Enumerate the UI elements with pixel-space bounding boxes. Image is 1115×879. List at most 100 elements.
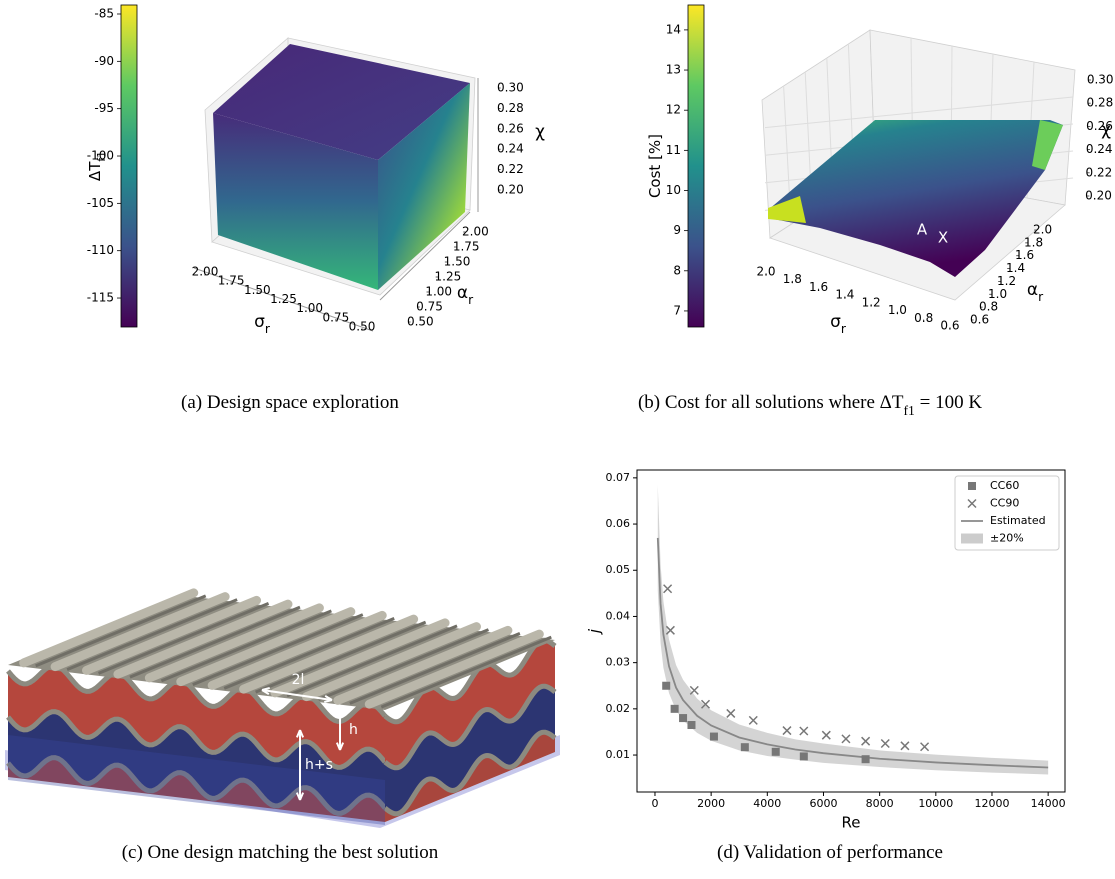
colorbar-tick-label: -115 <box>87 291 114 305</box>
x-axis-label-sub: r <box>265 322 271 336</box>
axis-tick-label: 1.8 <box>1024 235 1043 249</box>
axis-tick-label: 1.50 <box>244 283 271 297</box>
legend-label: CC60 <box>990 479 1019 492</box>
axis-tick-label: 1.6 <box>809 280 828 294</box>
legend-marker <box>968 482 976 490</box>
point <box>862 755 870 763</box>
point <box>800 727 808 735</box>
page: 2lhh+s -85-90-95-100-105-110-115ΔTf12.00… <box>0 0 1115 879</box>
point <box>662 682 670 690</box>
axis-tick-label: 1.75 <box>453 240 480 254</box>
axis-tick-label: 0.26 <box>497 121 524 135</box>
x-axis-label: σr <box>830 312 847 336</box>
caption-main: (d) Validation of performance <box>717 842 943 863</box>
axis-tick-label: 2.0 <box>1033 223 1052 237</box>
axis-tick-label: 2.0 <box>756 264 775 278</box>
axis-tick-label: 1.0 <box>988 287 1007 301</box>
axis-tick-label: 0.50 <box>349 320 376 334</box>
point <box>741 743 749 751</box>
caption: (d) Validation of performance <box>717 842 943 863</box>
colorbar <box>688 5 704 327</box>
axis-tick-label: 0.30 <box>1087 73 1114 87</box>
x-axis-label-main: σ <box>830 312 841 332</box>
axis-tick-label: 0.20 <box>497 183 524 197</box>
point <box>679 714 687 722</box>
axis-tick-label: 1.0 <box>888 303 907 317</box>
axis-tick-label: 0.50 <box>407 315 434 329</box>
y-tick-label: 0.04 <box>606 609 631 622</box>
x-tick-label: 8000 <box>866 797 894 810</box>
axis-tick-label: 1.4 <box>1006 261 1025 275</box>
y-tick-label: 0.02 <box>606 702 631 715</box>
x-tick-label: 10000 <box>918 797 953 810</box>
caption-after: = 100 K <box>915 392 982 413</box>
y-axis-label-sub: r <box>468 293 474 307</box>
colorbar-tick-label: 13 <box>666 63 681 77</box>
axis-tick-label: 0.6 <box>970 312 989 326</box>
y-tick-label: 0.05 <box>606 563 631 576</box>
x-tick-label: 2000 <box>697 797 725 810</box>
annotation: A <box>917 221 928 239</box>
axis-tick-label: 0.24 <box>497 142 524 156</box>
colorbar <box>121 5 137 327</box>
point <box>822 731 830 739</box>
z-axis-label: χ <box>535 122 545 142</box>
point <box>671 705 679 713</box>
colorbar-tick-label: 10 <box>666 183 681 197</box>
z-axis-label: χ <box>1101 120 1111 140</box>
axis-tick-label: 0.22 <box>497 162 524 176</box>
annotation: X <box>938 229 948 247</box>
colorbar-label-main: ΔT <box>86 161 104 181</box>
point <box>881 739 889 747</box>
point <box>783 727 791 735</box>
axis-tick-label: 0.30 <box>497 81 524 95</box>
axis-tick-label: 1.50 <box>444 255 471 269</box>
x-tick-label: 12000 <box>974 797 1009 810</box>
axis-tick-label: 1.4 <box>835 288 854 302</box>
point <box>710 733 718 741</box>
caption-main: (a) Design space exploration <box>181 392 399 413</box>
axis-tick-label: 1.00 <box>425 285 452 299</box>
point <box>862 737 870 745</box>
point <box>921 743 929 751</box>
colorbar-label-sub: f1 <box>95 151 108 162</box>
axis-tick-label: 0.75 <box>322 310 349 324</box>
axis-tick-label: 0.24 <box>1086 142 1113 156</box>
x-tick-label: 0 <box>651 797 658 810</box>
point <box>772 748 780 756</box>
colorbar-tick-label: 9 <box>673 223 681 237</box>
legend-label: CC90 <box>990 497 1019 510</box>
caption-main: (c) One design matching the best solutio… <box>122 842 439 863</box>
dimension-label: 2l <box>292 672 305 688</box>
point <box>800 752 808 760</box>
caption: (b) Cost for all solutions where ΔTf1 = … <box>638 392 982 417</box>
point <box>727 709 735 717</box>
y-tick-label: 0.01 <box>606 748 631 761</box>
axis-tick-label: 1.25 <box>270 292 297 306</box>
colorbar-tick-label: 12 <box>666 103 681 117</box>
dimension-label: h <box>349 722 358 738</box>
point <box>749 716 757 724</box>
colorbar-tick-label: -95 <box>94 101 114 115</box>
axis-tick-label: 1.75 <box>218 274 245 288</box>
x-axis-label: σr <box>254 312 271 336</box>
colorbar-tick-label: -110 <box>87 243 114 257</box>
x-axis-label: Re <box>842 814 861 832</box>
axis-tick-label: 2.00 <box>462 225 489 239</box>
colorbar-tick-label: -85 <box>94 6 114 20</box>
y-axis-label: αr <box>1027 280 1044 304</box>
colorbar-tick-label: 8 <box>673 263 681 277</box>
axis-tick-label: 1.00 <box>296 301 323 315</box>
legend-label: ±20% <box>990 532 1024 545</box>
x-axis-label-sub: r <box>841 322 847 336</box>
axis-tick-label: 2.00 <box>192 264 219 278</box>
axis-tick-label: 1.2 <box>862 295 881 309</box>
axis-tick-label: 0.8 <box>914 311 933 325</box>
figure: 2lhh+s -85-90-95-100-105-110-115ΔTf12.00… <box>0 0 1115 879</box>
axis-tick-label: 0.22 <box>1086 165 1113 179</box>
axis-tick-label: 1.25 <box>435 270 462 284</box>
axis-tick-label: 1.6 <box>1015 248 1034 262</box>
axis-tick-label: 1.2 <box>997 274 1016 288</box>
x-tick-label: 6000 <box>809 797 837 810</box>
y-tick-label: 0.03 <box>606 656 631 669</box>
